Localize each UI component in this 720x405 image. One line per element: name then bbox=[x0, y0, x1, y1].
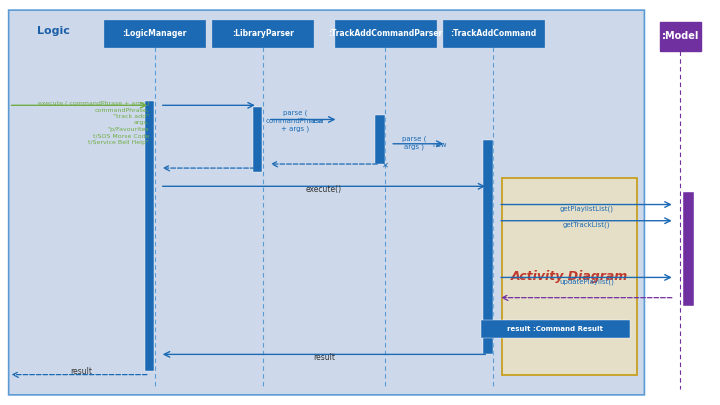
Bar bbox=[502, 178, 637, 375]
Bar bbox=[212, 20, 313, 47]
Text: :TrackAddCommandParser: :TrackAddCommandParser bbox=[328, 29, 442, 38]
Text: :LibraryParser: :LibraryParser bbox=[232, 29, 294, 38]
Text: :LogicManager: :LogicManager bbox=[122, 29, 187, 38]
Text: execute(): execute() bbox=[306, 185, 342, 194]
Bar bbox=[484, 140, 492, 354]
Bar bbox=[683, 192, 694, 306]
Text: updatePlaylist(): updatePlaylist() bbox=[559, 278, 614, 285]
Text: result :Command Result: result :Command Result bbox=[508, 326, 603, 332]
Text: ✕: ✕ bbox=[382, 161, 389, 170]
Bar bbox=[376, 115, 385, 164]
Bar bbox=[335, 20, 436, 47]
Text: getPlaylistList(): getPlaylistList() bbox=[560, 205, 613, 212]
Bar bbox=[104, 20, 205, 47]
Bar bbox=[443, 20, 544, 47]
Text: parse (
commandPhrase
+ args ): parse ( commandPhrase + args ) bbox=[266, 109, 325, 132]
Bar bbox=[481, 320, 630, 338]
Text: result: result bbox=[313, 353, 335, 362]
Text: :TrackAddCommand: :TrackAddCommand bbox=[450, 29, 536, 38]
Text: Logic: Logic bbox=[37, 26, 71, 36]
Text: result: result bbox=[71, 367, 93, 375]
Text: execute ( commandPhrase + args )
commandPhrase,
"track add"
args,
"p/Favourites
: execute ( commandPhrase + args ) command… bbox=[37, 101, 149, 145]
FancyBboxPatch shape bbox=[9, 10, 644, 395]
Text: Activity Diagram: Activity Diagram bbox=[511, 270, 628, 283]
Text: getTrackList(): getTrackList() bbox=[563, 222, 611, 228]
Text: parse (
args ): parse ( args ) bbox=[402, 136, 426, 150]
Bar bbox=[660, 22, 701, 51]
Text: :Model: :Model bbox=[662, 32, 699, 41]
Text: new: new bbox=[310, 117, 324, 124]
Text: new: new bbox=[432, 142, 446, 148]
Bar bbox=[253, 107, 262, 172]
Bar bbox=[145, 101, 154, 371]
